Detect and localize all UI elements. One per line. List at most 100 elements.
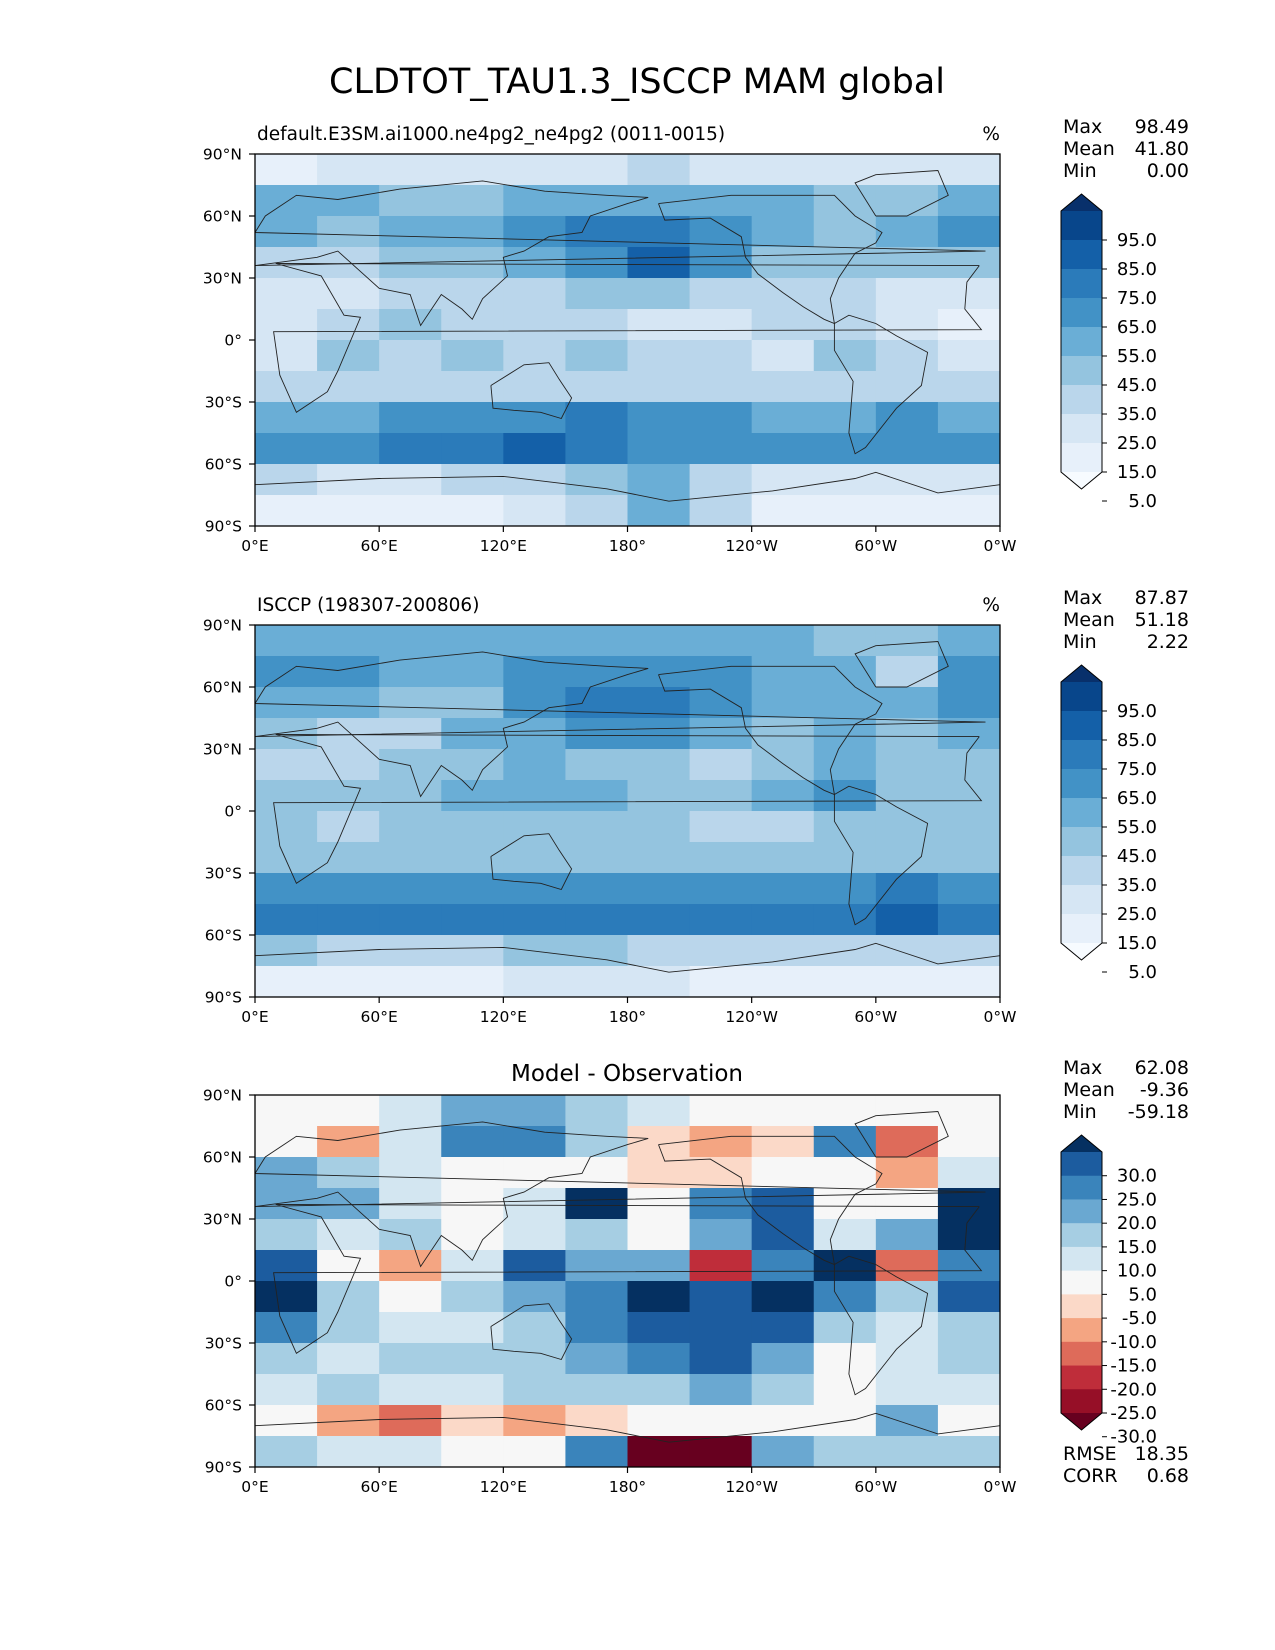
field-cell	[379, 873, 442, 905]
field-cell	[255, 904, 318, 936]
colorbar-segment	[1061, 1294, 1102, 1319]
field-cell	[255, 154, 318, 186]
field-cell	[689, 495, 753, 526]
field-cell	[813, 340, 877, 372]
field-cell	[503, 402, 567, 434]
field-cell	[255, 1312, 318, 1344]
field-cell	[875, 402, 939, 434]
stat-label: Mean	[1063, 609, 1115, 631]
field-cell	[937, 402, 1000, 434]
field-cell	[441, 780, 504, 812]
field-cell	[379, 309, 442, 341]
x-tick-label: 0°E	[241, 537, 268, 555]
field-cell	[751, 1095, 815, 1127]
field-cell	[689, 340, 753, 372]
field-cell	[937, 1312, 1000, 1344]
field-cell	[503, 1374, 567, 1406]
field-cell	[627, 873, 691, 905]
colorbar-segment	[1061, 356, 1102, 386]
field-cell	[627, 1219, 691, 1251]
field-cell	[813, 780, 877, 812]
field-cell	[503, 247, 567, 279]
field-cell	[379, 1436, 442, 1467]
coastline	[854, 641, 949, 688]
field-cell	[875, 1157, 939, 1189]
field-cell	[689, 464, 753, 496]
field-cell	[875, 1095, 939, 1127]
coastline	[255, 471, 1000, 502]
field-cell	[627, 1250, 691, 1282]
field-cell	[255, 371, 318, 403]
field-cell	[565, 811, 629, 843]
field-cell	[751, 1188, 815, 1220]
field-cell	[565, 1374, 629, 1406]
field-cell	[565, 1126, 629, 1158]
colorbar-segment	[1061, 1152, 1102, 1177]
colorbar-label: 75.0	[1117, 759, 1157, 780]
field-cell	[441, 247, 504, 279]
field-cell	[813, 966, 877, 997]
field-cell	[937, 495, 1000, 526]
field-cell	[503, 1095, 567, 1127]
field-cell	[689, 402, 753, 434]
field-cell	[317, 1188, 380, 1220]
colorbar: 30.025.0 20.0 15.0 10.05.0 -5.0 -10.0 -15.0-20…	[1060, 1134, 1157, 1448]
field-cell	[813, 1250, 877, 1282]
units-label: %	[982, 595, 1000, 616]
field-cell	[875, 185, 939, 217]
field-cell	[255, 718, 318, 750]
field-cell	[565, 842, 629, 874]
colorbar-label: -20.0	[1110, 1379, 1157, 1400]
field-cell	[503, 495, 567, 526]
field-cell	[813, 718, 877, 750]
field-cell	[565, 1343, 629, 1375]
colorbar-segment	[1061, 1318, 1102, 1343]
field-cell	[875, 873, 939, 905]
field-cell	[875, 904, 939, 936]
field-cell	[875, 749, 939, 781]
field-cell	[813, 1219, 877, 1251]
field-cell	[317, 247, 380, 279]
field-cell	[503, 1281, 567, 1313]
colorbar-label: 95.0	[1117, 230, 1157, 251]
field-cell	[813, 1374, 877, 1406]
field-cell	[565, 154, 629, 186]
field-cell	[813, 811, 877, 843]
colorbar-segment	[1061, 1341, 1102, 1367]
colorbar-segment	[1061, 827, 1102, 857]
x-tick-label: 60°E	[361, 1478, 398, 1496]
field-cell	[813, 433, 877, 465]
y-tick-label: 90°N	[203, 146, 242, 164]
stat-label: Mean	[1063, 1079, 1115, 1101]
field-cell	[317, 1343, 380, 1375]
panel-title: Model - Observation	[511, 1061, 743, 1087]
field-cell	[751, 935, 815, 967]
field-cell	[627, 371, 691, 403]
field-cell	[379, 154, 442, 186]
map-field	[255, 154, 1000, 526]
colorbar-segment	[1061, 682, 1102, 712]
field-cell	[503, 811, 567, 843]
field-cell	[751, 873, 815, 905]
field-cell	[813, 625, 877, 657]
coastline	[490, 833, 573, 891]
x-tick-label: 120°W	[725, 1478, 778, 1496]
field-cell	[875, 278, 939, 310]
x-tick-label: 180°	[609, 1478, 646, 1496]
field-cell	[565, 495, 629, 526]
field-cell	[379, 904, 442, 936]
field-cell	[255, 1219, 318, 1251]
field-cell	[503, 687, 567, 719]
field-cell	[503, 718, 567, 750]
field-cell	[503, 904, 567, 936]
field-cell	[875, 687, 939, 719]
figure-title: CLDTOT_TAU1.3_ISCCP MAM global	[329, 62, 945, 102]
coastline	[255, 651, 986, 798]
field-cell	[689, 1126, 753, 1158]
colorbar-label: 95.0	[1117, 701, 1157, 722]
field-cell	[627, 402, 691, 434]
field-cell	[565, 1188, 629, 1220]
field-cell	[255, 185, 318, 217]
field-cell	[565, 1312, 629, 1344]
field-cell	[937, 371, 1000, 403]
